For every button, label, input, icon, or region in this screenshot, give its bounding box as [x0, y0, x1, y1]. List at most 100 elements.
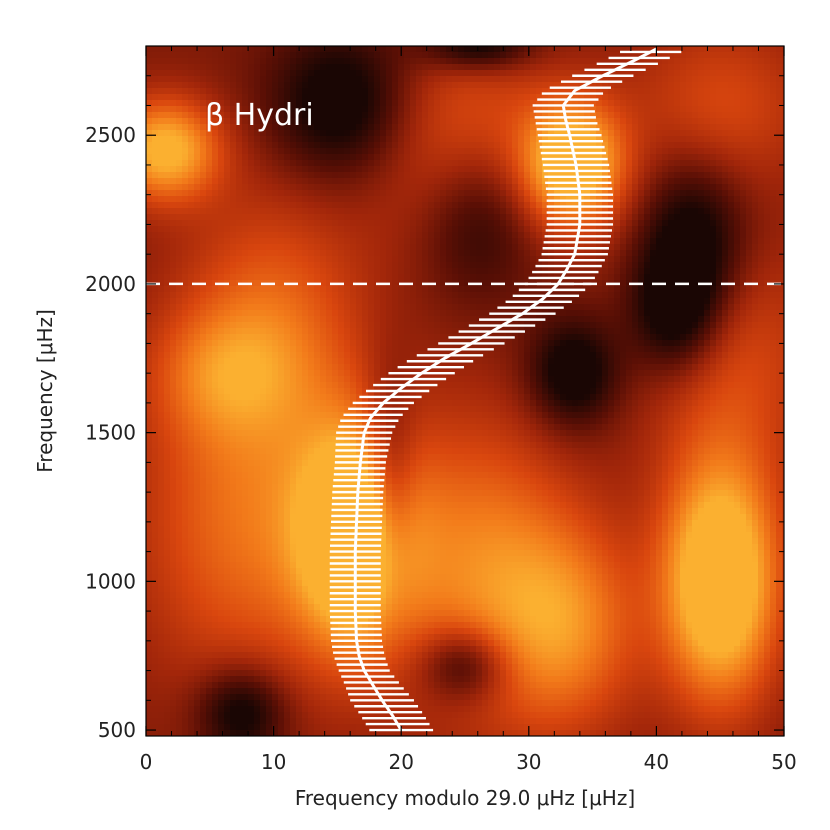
heatmap-cell [338, 118, 345, 125]
heatmap-cell [626, 286, 633, 293]
heatmap-cell [608, 244, 615, 251]
heatmap-cell [242, 304, 249, 311]
heatmap-cell [662, 208, 669, 215]
heatmap-cell [416, 46, 423, 53]
heatmap-cell [212, 238, 219, 245]
heatmap-cell [758, 298, 765, 305]
heatmap-cell [212, 184, 219, 191]
heatmap-cell [674, 292, 681, 299]
heatmap-cell [722, 292, 729, 299]
heatmap-cell [308, 64, 315, 71]
heatmap-cell [362, 310, 369, 317]
heatmap-cell [734, 70, 741, 77]
heatmap-cell [758, 166, 765, 173]
heatmap-cell [740, 220, 747, 227]
heatmap-cell [686, 250, 693, 257]
heatmap-cell [320, 310, 327, 317]
heatmap-cell [554, 70, 561, 77]
heatmap-cell [500, 256, 507, 263]
heatmap-cell [614, 124, 621, 131]
heatmap-cell [368, 166, 375, 173]
heatmap-cell [392, 94, 399, 101]
heatmap-cell [188, 256, 195, 263]
heatmap-cell [152, 226, 159, 233]
heatmap-cell [686, 208, 693, 215]
heatmap-cell [176, 52, 183, 59]
heatmap-cell [764, 100, 771, 107]
heatmap-cell [602, 310, 609, 317]
heatmap-cell [200, 298, 207, 305]
heatmap-cell [284, 262, 291, 269]
heatmap-cell [362, 166, 369, 173]
heatmap-cell [434, 166, 441, 173]
heatmap-cell [284, 226, 291, 233]
heatmap-cell [176, 292, 183, 299]
heatmap-cell [452, 196, 459, 203]
heatmap-cell [692, 118, 699, 125]
heatmap-cell [176, 178, 183, 185]
heatmap-cell [704, 250, 711, 257]
heatmap-cell [410, 238, 417, 245]
heatmap-cell [416, 304, 423, 311]
heatmap-cell [512, 232, 519, 239]
heatmap-cell [146, 52, 153, 59]
heatmap-cell [146, 298, 153, 305]
heatmap-cell [260, 256, 267, 263]
heatmap-cell [572, 148, 579, 155]
heatmap-cell [638, 58, 645, 65]
heatmap-cell [158, 208, 165, 215]
heatmap-cell [362, 208, 369, 215]
heatmap-cell [458, 250, 465, 257]
heatmap-cell [236, 292, 243, 299]
heatmap-cell [224, 70, 231, 77]
heatmap-cell [314, 220, 321, 227]
heatmap-cell [722, 178, 729, 185]
heatmap-cell [296, 64, 303, 71]
heatmap-cell [620, 232, 627, 239]
heatmap-cell [680, 184, 687, 191]
heatmap-cell [302, 310, 309, 317]
heatmap-cell [380, 268, 387, 275]
heatmap-cell [248, 232, 255, 239]
heatmap-cell [260, 46, 267, 53]
heatmap-cell [680, 142, 687, 149]
heatmap-cell [254, 46, 261, 53]
heatmap-cell [188, 208, 195, 215]
heatmap-cell [188, 154, 195, 161]
heatmap-cell [344, 130, 351, 137]
heatmap-cell [326, 124, 333, 131]
heatmap-cell [614, 262, 621, 269]
heatmap-cell [272, 304, 279, 311]
heatmap-cell [488, 166, 495, 173]
heatmap-cell [422, 250, 429, 257]
heatmap-cell [368, 184, 375, 191]
heatmap-cell [368, 100, 375, 107]
heatmap-cell [770, 190, 777, 197]
heatmap-cell [278, 64, 285, 71]
heatmap-cell [548, 136, 555, 143]
heatmap-cell [644, 58, 651, 65]
heatmap-cell [710, 148, 717, 155]
heatmap-cell [476, 88, 483, 95]
heatmap-cell [392, 172, 399, 179]
heatmap-cell [572, 112, 579, 119]
heatmap-cell [158, 172, 165, 179]
heatmap-cell [776, 244, 783, 251]
heatmap-cell [572, 118, 579, 125]
heatmap-cell [446, 70, 453, 77]
heatmap-cell [332, 184, 339, 191]
heatmap-cell [278, 136, 285, 143]
heatmap-cell [446, 106, 453, 113]
heatmap-cell [734, 274, 741, 281]
heatmap-cell [698, 160, 705, 167]
heatmap-cell [158, 160, 165, 167]
heatmap-cell [620, 58, 627, 65]
heatmap-cell [248, 130, 255, 137]
heatmap-cell [488, 100, 495, 107]
heatmap-cell [662, 160, 669, 167]
heatmap-cell [626, 244, 633, 251]
heatmap-cell [332, 196, 339, 203]
heatmap-cell [482, 88, 489, 95]
heatmap-cell [686, 256, 693, 263]
